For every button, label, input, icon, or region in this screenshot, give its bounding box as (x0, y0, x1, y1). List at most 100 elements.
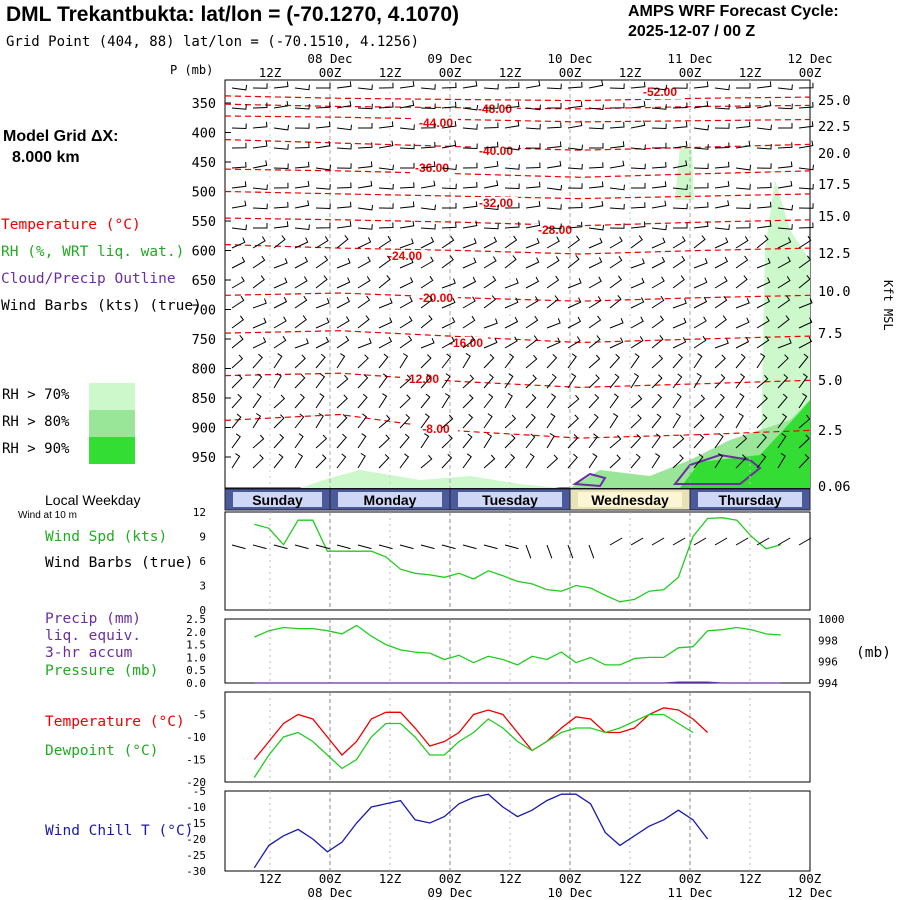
wind-barb (336, 316, 350, 329)
wind-barb (378, 414, 391, 429)
wind-barb (567, 235, 580, 249)
wind-barb (525, 433, 536, 449)
wind-barb (525, 257, 540, 269)
wind-barb (651, 334, 664, 349)
wind-barb (798, 101, 814, 109)
wind-barb (504, 164, 520, 170)
wind-barb (588, 237, 603, 249)
wind-barb (693, 124, 710, 131)
temp-tick-label: -5 (193, 709, 206, 722)
height-tick-label: 25.0 (818, 93, 851, 109)
bottom-time-label: 12Z (499, 871, 522, 886)
wind-barb (651, 393, 663, 409)
wind-barb (693, 453, 704, 469)
wind-barb (630, 277, 645, 289)
wind-barb (252, 434, 265, 449)
wind-barb (483, 141, 499, 149)
wind-barb (315, 412, 324, 429)
wind-barb (672, 141, 688, 149)
wind-barb (399, 335, 413, 349)
wind-barb (525, 315, 539, 329)
wind-barb (672, 298, 687, 309)
model-grid-value: 8.000 km (12, 149, 80, 166)
wind-barb (504, 316, 519, 329)
wind-barb (315, 222, 331, 229)
wind-barb (714, 354, 726, 369)
wind-barb (336, 201, 352, 209)
temperature-contour-label: -44.00 (419, 116, 453, 130)
wind-barb (336, 335, 350, 349)
wind-barb (504, 101, 520, 109)
wind-barb (693, 414, 705, 429)
windchill-tick-label: -15 (186, 817, 206, 830)
wind-barb (714, 276, 728, 289)
temperature-contour (224, 292, 811, 302)
wind-barb (630, 434, 642, 449)
wind-barb (756, 296, 771, 309)
wind-barb (420, 373, 432, 389)
wind-barb (609, 294, 622, 309)
wind-barb (441, 336, 455, 349)
temperature-contour (224, 103, 811, 110)
wind-barb (672, 83, 688, 89)
wind-barb (609, 373, 620, 389)
wind-barb (462, 352, 471, 369)
wind-barb (273, 277, 288, 289)
wind-barb (358, 123, 373, 129)
wind-barb (777, 84, 793, 91)
wind-barb (420, 413, 430, 429)
wind-barb (525, 238, 540, 249)
wind-barb (315, 121, 331, 129)
wind-barb (441, 140, 457, 149)
wind-barb (462, 257, 477, 269)
bottom-time-label: 12Z (739, 871, 762, 886)
legend-rh80-label: RH > 80% (2, 414, 70, 430)
wind-barb (294, 123, 310, 129)
top-time-label: 12Z (499, 65, 522, 80)
bottom-time-label: 12Z (259, 871, 282, 886)
wind-barb (735, 298, 750, 309)
wind-barb (357, 180, 373, 189)
wind-speed-label: Wind Spd (kts) (45, 529, 168, 545)
wind-barb (798, 317, 813, 329)
wind-barb (736, 83, 751, 89)
wind-barb (441, 297, 456, 309)
pressure-tick-label: 950 (192, 450, 216, 466)
wind-barb (798, 373, 808, 389)
surface-wind-barb (504, 544, 519, 550)
wind-barb (273, 453, 284, 469)
wind-barb (567, 101, 583, 109)
wind-barb (462, 80, 478, 89)
wind-barb (631, 183, 646, 189)
wind-barb (420, 454, 433, 469)
wind-barb (316, 83, 331, 89)
local-weekday-label: Local Weekday (45, 492, 141, 508)
top-time-label: 12Z (379, 65, 402, 80)
grid-point-label: Grid Point (404, 88) lat/lon = (-70.1510… (6, 34, 420, 50)
wind-barb (315, 164, 332, 171)
wind-barb (693, 353, 703, 369)
wind-barb (525, 276, 540, 289)
wind-barb (609, 318, 624, 329)
wind-barb (672, 413, 682, 429)
wind-barb (315, 184, 331, 190)
wind-barb (588, 413, 599, 429)
wind-barb (273, 296, 288, 309)
wind-barb (546, 256, 560, 269)
wind-barb (442, 203, 457, 209)
wind-barb (546, 275, 560, 289)
wind-tick-label: 12 (193, 506, 206, 519)
wind-barb (798, 353, 809, 369)
wind-barb (420, 180, 436, 189)
forecast-cycle-label: AMPS WRF Forecast Cycle: (628, 3, 839, 20)
surface-wind-barb (693, 537, 707, 546)
wind-barb (253, 223, 268, 229)
wind-barb (651, 142, 667, 149)
wind-barb (504, 82, 520, 89)
top-date-label: 09 Dec (427, 51, 472, 66)
wind-barb (567, 183, 583, 189)
wind-barb (672, 160, 688, 169)
temperature-contour-label: -20.00 (419, 291, 453, 305)
wind-barb (651, 256, 666, 269)
surface-wind-barb (441, 544, 456, 550)
